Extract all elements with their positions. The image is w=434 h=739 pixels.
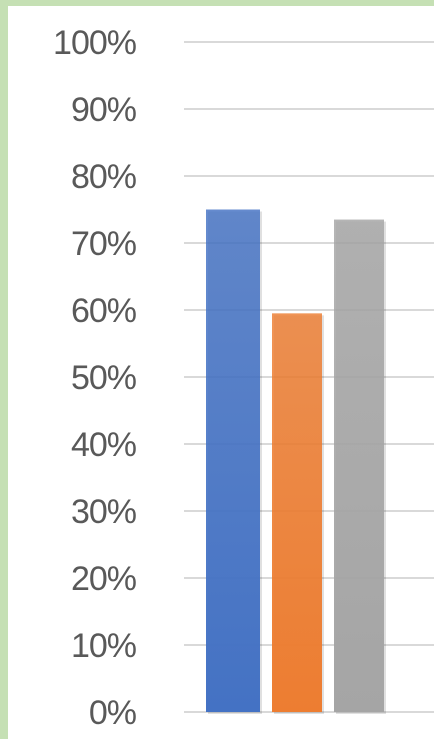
y-tick-label: 40% <box>71 426 137 464</box>
y-tick-label: 100% <box>53 24 137 62</box>
bars <box>206 209 386 715</box>
bar-1 <box>206 209 260 712</box>
y-axis-tick-labels: 0% 10% 20% 30% 40% 50% 60% 70% 80% 90% 100% <box>53 24 138 732</box>
y-tick-label: 70% <box>71 225 137 263</box>
y-tick-label: 90% <box>71 91 137 129</box>
bar-3 <box>334 219 384 713</box>
y-tick-label: 30% <box>71 493 137 531</box>
y-tick-label: 20% <box>71 560 137 598</box>
bar-2 <box>272 313 322 712</box>
bar-chart: 0% 10% 20% 30% 40% 50% 60% 70% 80% 90% 100% <box>53 24 434 732</box>
y-tick-label: 50% <box>71 359 137 397</box>
y-tick-label: 60% <box>71 292 137 330</box>
y-tick-label: 80% <box>71 158 137 196</box>
y-tick-label: 0% <box>89 694 137 732</box>
chart-frame: 0% 10% 20% 30% 40% 50% 60% 70% 80% 90% 100% <box>8 6 434 739</box>
y-tick-label: 10% <box>71 627 137 665</box>
